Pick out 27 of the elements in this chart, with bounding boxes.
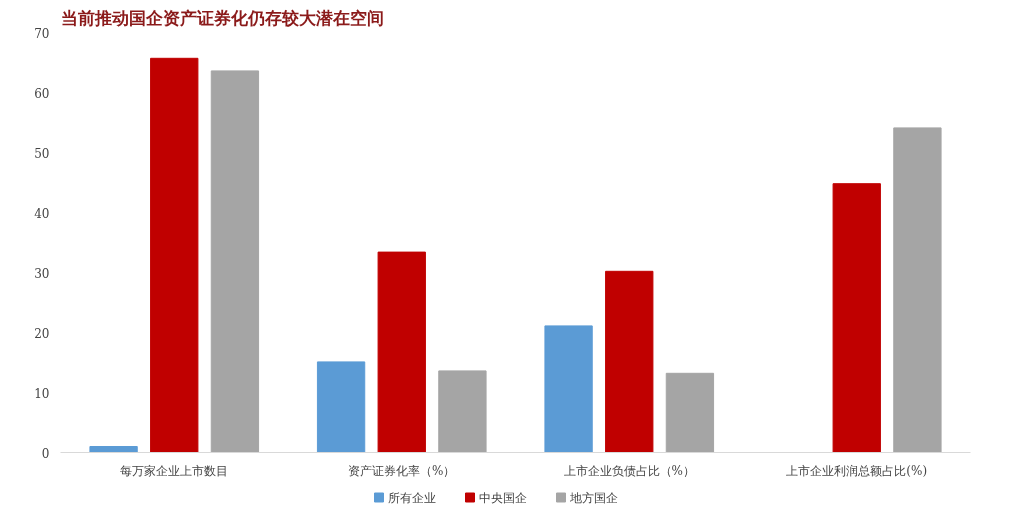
- bar: [89, 446, 138, 453]
- chart-title: 当前推动国企资产证券化仍存较大潜在空间: [60, 7, 384, 28]
- bar: [832, 183, 881, 453]
- y-tick-label: 50: [34, 146, 50, 161]
- legend-label: 中央国企: [479, 490, 528, 505]
- bar: [377, 251, 426, 453]
- x-tick-label: 上市企业利润总额占比(%): [786, 463, 928, 478]
- legend-label: 地方国企: [569, 490, 619, 505]
- y-tick-label: 70: [34, 26, 50, 41]
- bar: [605, 270, 654, 453]
- bar: [665, 372, 715, 453]
- legend-label: 所有企业: [388, 490, 437, 505]
- bar: [150, 57, 199, 453]
- bar: [438, 370, 487, 453]
- bar: [210, 70, 260, 453]
- bar: [316, 361, 366, 453]
- bar: [893, 127, 942, 453]
- x-tick-label: 上市企业负债占比（%）: [563, 463, 695, 478]
- y-tick-label: 40: [34, 206, 50, 221]
- y-tick-label: 30: [34, 266, 50, 281]
- y-tick-label: 10: [34, 386, 50, 401]
- y-tick-label: 60: [34, 86, 50, 101]
- x-tick-label: 资产证券化率（%）: [348, 463, 456, 478]
- x-tick-label: 每万家企业上市数目: [120, 463, 229, 478]
- y-tick-label: 20: [34, 326, 50, 341]
- y-tick-label: 0: [41, 446, 50, 461]
- bar: [544, 325, 593, 453]
